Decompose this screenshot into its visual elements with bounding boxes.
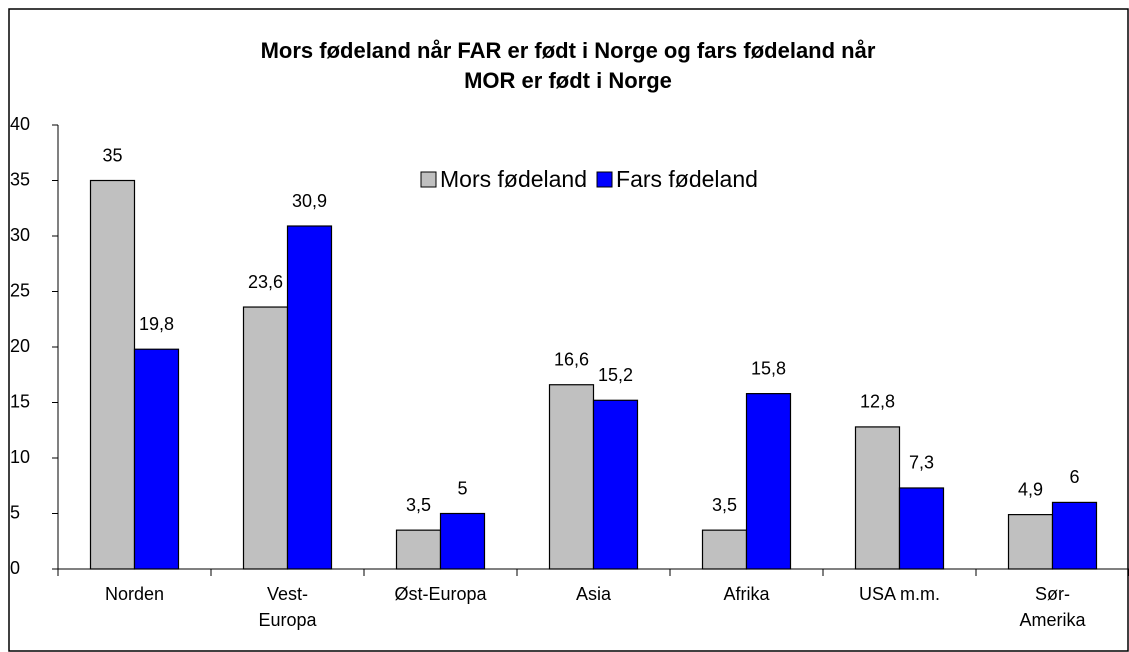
x-tick-label: Øst-Europa: [394, 584, 487, 604]
chart-title: Mors fødeland når FAR er født i Norge og…: [261, 38, 876, 93]
bar: [745, 393, 792, 570]
bar: [592, 399, 639, 570]
y-tick-label: 5: [10, 502, 20, 522]
legend-label: Mors fødeland: [440, 166, 587, 192]
x-tick-label: Asia: [576, 584, 612, 604]
bar: [286, 225, 333, 570]
bar: [854, 426, 901, 570]
y-tick-label: 10: [10, 447, 30, 467]
data-label: 12,8: [860, 392, 895, 412]
legend-swatch: [420, 171, 437, 188]
bar: [1007, 514, 1054, 570]
bar: [89, 179, 136, 570]
data-label: 15,2: [598, 365, 633, 385]
legend-swatch: [596, 171, 613, 188]
x-tick-label: Vest-Europa: [258, 584, 317, 630]
bar: [395, 529, 442, 570]
data-label: 6: [1069, 467, 1079, 487]
x-tick-label: Sør-Amerika: [1019, 584, 1086, 630]
data-label: 16,6: [554, 349, 589, 369]
y-tick-label: 15: [10, 391, 30, 411]
data-label: 7,3: [909, 453, 934, 473]
data-label: 4,9: [1018, 479, 1043, 499]
y-tick-label: 35: [10, 169, 30, 189]
data-label: 3,5: [712, 495, 737, 515]
data-label: 30,9: [292, 191, 327, 211]
data-label: 3,5: [406, 495, 431, 515]
y-tick-label: 20: [10, 336, 30, 356]
data-label: 35: [102, 145, 122, 165]
bar: [242, 306, 289, 570]
y-tick-label: 25: [10, 280, 30, 300]
y-tick-label: 0: [10, 558, 20, 578]
data-label: 19,8: [139, 314, 174, 334]
bar: [1051, 501, 1098, 570]
x-tick-label: Norden: [105, 584, 164, 604]
x-tick-label: USA m.m.: [859, 584, 940, 604]
x-tick-label: Afrika: [723, 584, 770, 604]
data-label: 15,8: [751, 358, 786, 378]
y-tick-label: 30: [10, 225, 30, 245]
bar: [439, 512, 486, 570]
bar: [548, 384, 595, 570]
y-tick-label: 40: [10, 114, 30, 134]
data-label: 5: [457, 478, 467, 498]
bar: [701, 529, 748, 570]
data-label: 23,6: [248, 272, 283, 292]
bar: [133, 348, 180, 570]
bar: [898, 487, 945, 570]
legend-label: Fars fødeland: [616, 166, 758, 192]
legend-box: [413, 160, 847, 200]
